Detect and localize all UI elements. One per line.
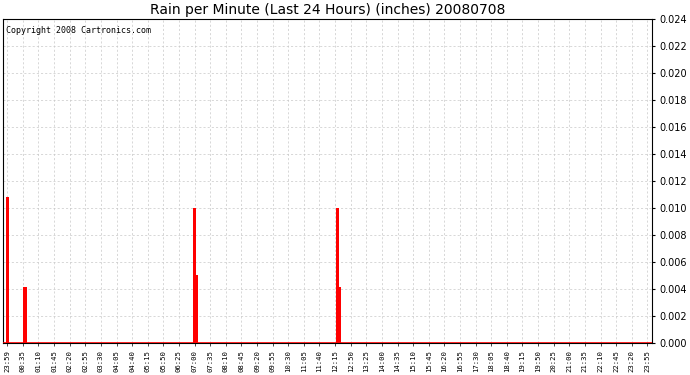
Title: Rain per Minute (Last 24 Hours) (inches) 20080708: Rain per Minute (Last 24 Hours) (inches)… — [150, 3, 505, 17]
Bar — [23, 286, 27, 343]
Bar — [193, 208, 196, 343]
Bar — [335, 208, 339, 343]
Bar — [195, 275, 199, 343]
Text: Copyright 2008 Cartronics.com: Copyright 2008 Cartronics.com — [6, 26, 151, 35]
Bar — [6, 197, 9, 343]
Bar — [338, 286, 342, 343]
